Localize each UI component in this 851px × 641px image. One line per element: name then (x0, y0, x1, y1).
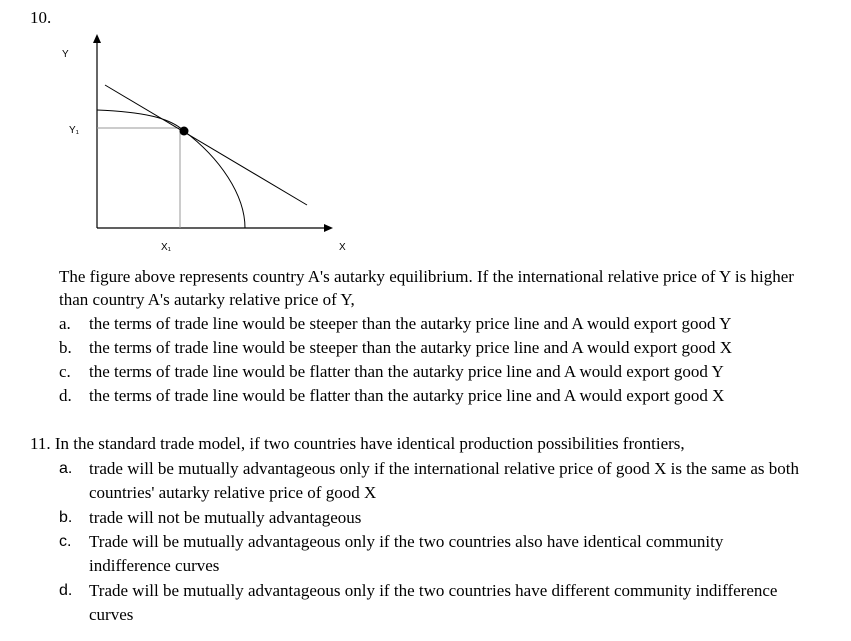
question-10-number: 10. (30, 8, 52, 27)
option-text: the terms of trade line would be steeper… (89, 338, 732, 357)
y1-label: Y₁ (69, 125, 80, 136)
option-letter: d. (59, 386, 72, 405)
ppf-diagram (93, 34, 333, 232)
option-letter: b. (59, 338, 72, 357)
y-axis-arrow (93, 34, 101, 43)
question-11-stem: 11. In the standard trade model, if two … (30, 434, 685, 453)
x-axis-arrow (324, 224, 333, 232)
equilibrium-point (179, 126, 189, 136)
autarky-equilibrium-figure: Y Y₁ X₁ X (50, 30, 370, 260)
x1-label: X₁ (161, 242, 172, 253)
option-text: the terms of trade line would be steeper… (89, 314, 732, 333)
option-letter: c. (59, 362, 71, 381)
y-axis-label: Y (62, 49, 69, 60)
option-letter: b. (59, 509, 73, 526)
option-text: the terms of trade line would be flatter… (89, 362, 724, 381)
option-text: Trade will be mutually advantageous only… (89, 532, 724, 575)
option-letter: a. (59, 460, 73, 477)
option-letter: c. (59, 533, 72, 550)
question-10-stem: The figure above represents country A's … (59, 267, 794, 309)
x-axis-label: X (339, 242, 346, 253)
autarky-price-line (104, 84, 308, 206)
option-text: Trade will be mutually advantageous only… (89, 581, 778, 624)
option-letter: d. (59, 582, 73, 599)
option-letter: a. (59, 314, 71, 333)
option-text: the terms of trade line would be flatter… (89, 386, 725, 405)
option-text: trade will not be mutually advantageous (89, 508, 362, 527)
option-text: trade will be mutually advantageous only… (89, 459, 800, 502)
